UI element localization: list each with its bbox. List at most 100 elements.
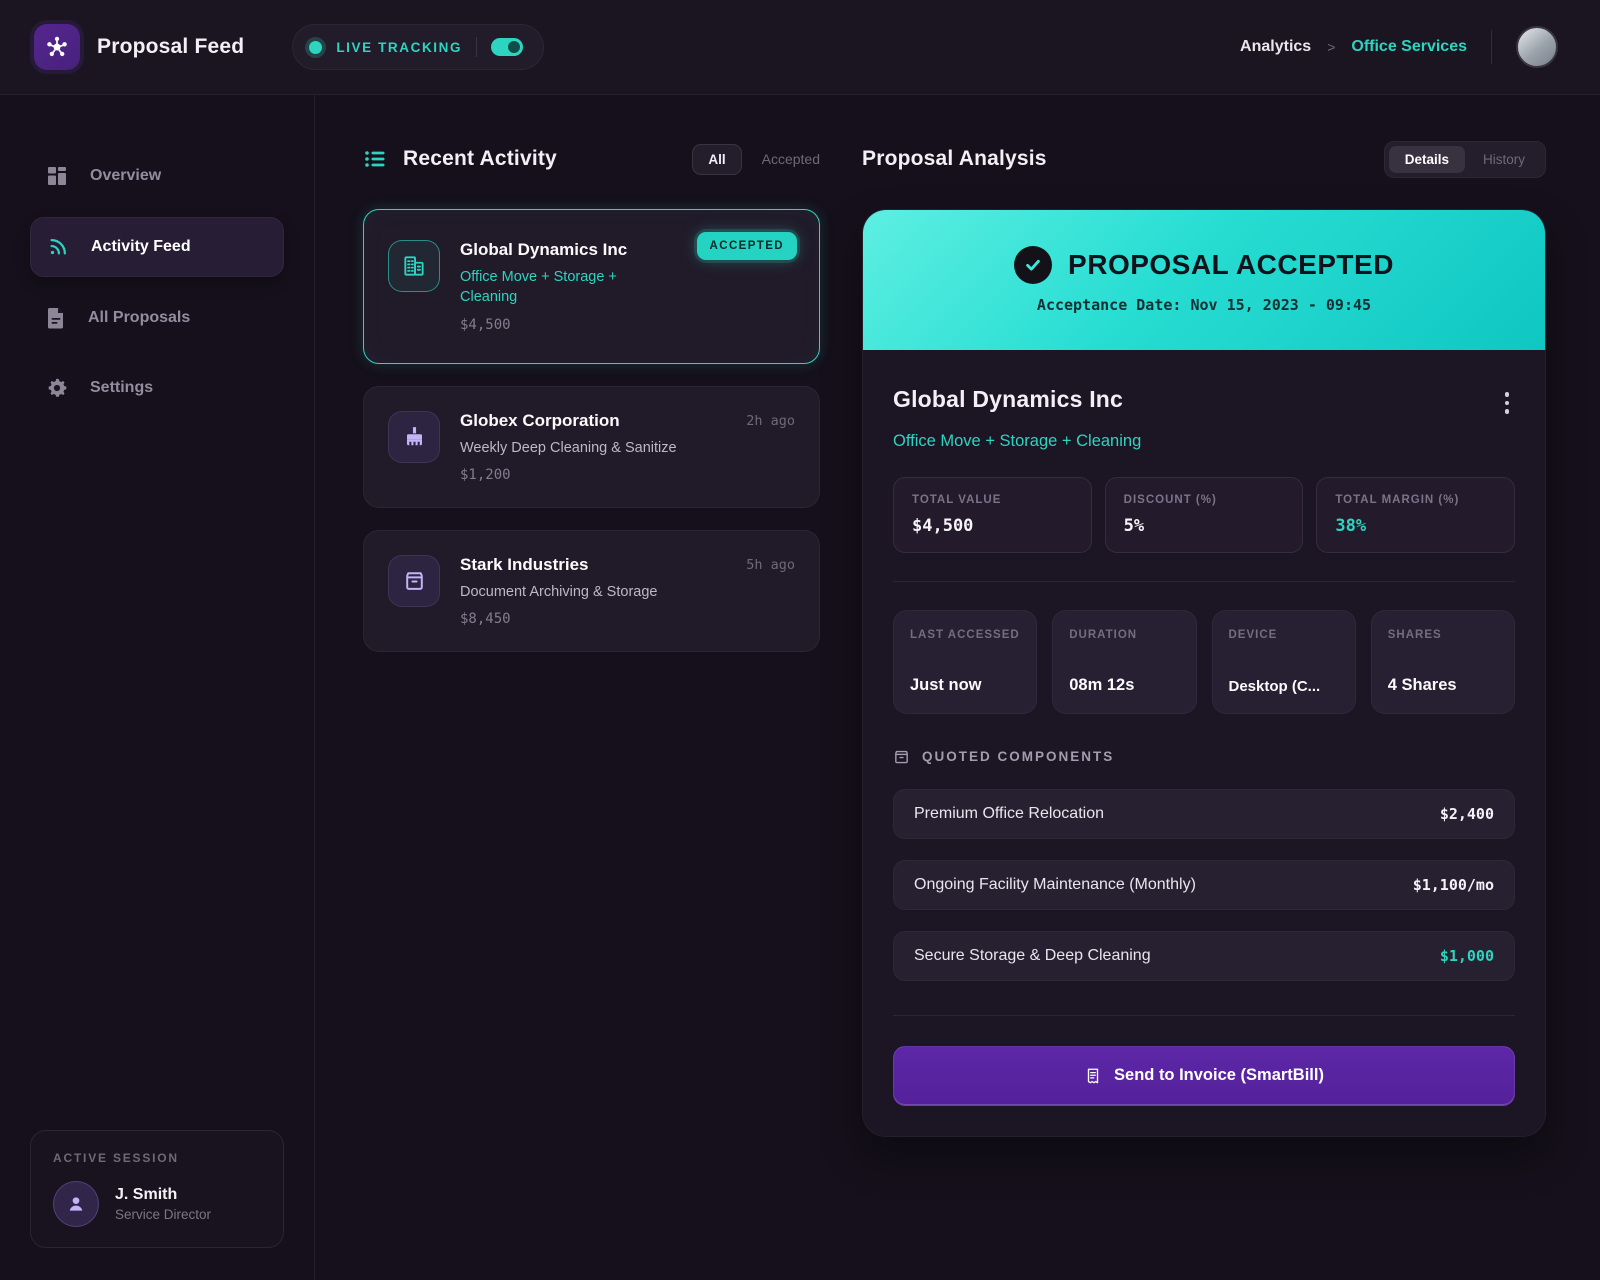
proposal-analysis-column: Proposal Analysis Details History PROPOS… (862, 139, 1546, 1280)
activity-filters: All Accepted (692, 143, 820, 175)
stat-label: TOTAL MARGIN (%) (1335, 493, 1460, 506)
stat-discount: DISCOUNT (%) 5% (1104, 476, 1304, 553)
activity-company: Global Dynamics Inc (460, 240, 628, 259)
kebab-menu-icon[interactable] (1499, 386, 1516, 420)
stat-total-margin: TOTAL MARGIN (%) 38% (1316, 476, 1516, 553)
stat-value: $4,500 (912, 515, 974, 536)
component-price: $2,400 (1439, 804, 1494, 823)
archive-icon (895, 750, 908, 763)
recent-activity-column: Recent Activity All Accepted Global Dyna… (363, 139, 820, 1280)
breadcrumb-separator-icon: > (1327, 39, 1336, 55)
person-icon (69, 1197, 83, 1211)
user-avatar[interactable] (1516, 26, 1558, 68)
meta-value: Desktop (C... (1228, 677, 1321, 695)
meta-value: 08m 12s (1069, 675, 1135, 694)
document-icon (48, 308, 63, 329)
activity-card-stark[interactable]: Stark Industries Document Archiving & St… (363, 529, 820, 653)
component-price: $1,000 (1439, 946, 1494, 965)
activity-card-globex[interactable]: Globex Corporation Weekly Deep Cleaning … (363, 385, 820, 508)
meta-value: Just now (910, 675, 982, 694)
component-name: Premium Office Relocation (914, 804, 1104, 822)
top-bar-right: Analytics > Office Services (1240, 26, 1558, 68)
meta-shares: SHARES 4 Shares (1370, 609, 1515, 714)
stat-value: 5% (1123, 515, 1145, 536)
main-content: Recent Activity All Accepted Global Dyna… (315, 95, 1600, 1280)
sidebar-item-label: Activity Feed (91, 238, 191, 255)
banner-title: PROPOSAL ACCEPTED (1068, 249, 1394, 280)
sidebar-item-label: Settings (90, 379, 154, 396)
breadcrumb-current[interactable]: Office Services (1351, 38, 1467, 55)
recent-activity-title: Recent Activity (403, 147, 557, 170)
activity-amount: $1,200 (460, 466, 511, 483)
activity-service: Office Move + Storage + Cleaning (460, 269, 617, 306)
live-tracking-label: LIVE TRACKING (336, 39, 463, 55)
app-title: Proposal Feed (97, 35, 245, 58)
meta-label: DEVICE (1228, 628, 1278, 641)
live-tracking-pill: LIVE TRACKING (292, 24, 545, 70)
activity-service: Document Archiving & Storage (460, 583, 658, 600)
proposal-accepted-banner: PROPOSAL ACCEPTED Acceptance Date: Nov 1… (863, 210, 1545, 350)
send-to-invoice-button[interactable]: Send to Invoice (SmartBill) (893, 1045, 1515, 1106)
active-session-card: ACTIVE SESSION J. Smith Service Director (30, 1130, 284, 1248)
gear-icon (48, 378, 67, 397)
stat-label: DISCOUNT (%) (1123, 493, 1217, 506)
stat-total-value: TOTAL VALUE $4,500 (893, 476, 1092, 553)
archive-box-icon (388, 554, 440, 607)
rss-icon (50, 239, 66, 255)
component-price: $1,100/mo (1412, 875, 1494, 894)
activity-timestamp: 5h ago (746, 556, 795, 573)
accepted-status-badge: ACCEPTED (696, 232, 797, 260)
meta-last-accessed: LAST ACCESSED Just now (893, 609, 1038, 714)
stats-row: TOTAL VALUE $4,500 DISCOUNT (%) 5% TOTAL… (893, 476, 1516, 553)
tab-history[interactable]: History (1482, 151, 1525, 167)
sidebar-item-all-proposals[interactable]: All Proposals (30, 289, 284, 347)
section-divider (893, 1014, 1515, 1016)
top-bar-divider (1491, 30, 1492, 64)
activity-service: Weekly Deep Cleaning & Sanitize (460, 439, 677, 456)
session-user-role: Service Director (115, 1207, 212, 1222)
stat-label: TOTAL VALUE (912, 493, 1002, 506)
live-status-dot (309, 40, 323, 54)
sidebar: Overview Activity Feed All Proposals (0, 95, 315, 1280)
toggle-knob (508, 41, 521, 53)
breadcrumb-parent[interactable]: Analytics (1240, 38, 1312, 55)
detail-service: Office Move + Storage + Cleaning (893, 431, 1142, 450)
meta-label: SHARES (1387, 628, 1442, 641)
brand: Proposal Feed (34, 24, 244, 70)
live-pill-divider (476, 37, 478, 57)
list-icon (365, 151, 385, 167)
component-row-maintenance: Ongoing Facility Maintenance (Monthly) $… (893, 859, 1515, 910)
dashboard-grid-icon (48, 167, 66, 185)
office-building-icon (388, 240, 440, 292)
analysis-view-switcher: Details History (1383, 140, 1546, 178)
activity-card-global-dynamics[interactable]: Global Dynamics Inc Office Move + Storag… (363, 209, 820, 364)
cleaning-brush-icon (388, 410, 440, 463)
meta-duration: DURATION 08m 12s (1052, 609, 1197, 714)
section-divider (893, 580, 1515, 582)
meta-label: DURATION (1069, 628, 1138, 641)
filter-accepted-button[interactable]: Accepted (761, 151, 820, 167)
tab-details[interactable]: Details (1388, 145, 1465, 173)
component-name: Secure Storage & Deep Cleaning (914, 946, 1151, 964)
sidebar-item-label: All Proposals (88, 309, 191, 326)
filter-all-button[interactable]: All (692, 143, 742, 175)
send-to-invoice-label: Send to Invoice (SmartBill) (1114, 1066, 1324, 1084)
sidebar-item-activity-feed[interactable]: Activity Feed (30, 217, 284, 277)
top-bar: Proposal Feed LIVE TRACKING Analytics > … (0, 0, 1600, 95)
component-name: Ongoing Facility Maintenance (Monthly) (914, 875, 1196, 893)
sidebar-item-overview[interactable]: Overview (30, 147, 284, 205)
app-logo-icon (34, 24, 80, 70)
activity-amount: $4,500 (460, 316, 511, 333)
sidebar-item-settings[interactable]: Settings (30, 359, 284, 417)
quoted-components-title: QUOTED COMPONENTS (922, 748, 1115, 764)
sidebar-item-label: Overview (90, 167, 162, 184)
component-row-relocation: Premium Office Relocation $2,400 (893, 788, 1515, 839)
activity-company: Globex Corporation (460, 410, 620, 430)
activity-company: Stark Industries (460, 554, 589, 574)
meta-value: 4 Shares (1387, 675, 1457, 694)
activity-timestamp: 2h ago (746, 412, 795, 429)
proposal-analysis-title: Proposal Analysis (862, 147, 1047, 170)
breadcrumb: Analytics > Office Services (1240, 38, 1467, 56)
banner-acceptance-date: Acceptance Date: Nov 15, 2023 - 09:45 (1036, 296, 1372, 314)
live-tracking-toggle[interactable] (491, 38, 524, 56)
